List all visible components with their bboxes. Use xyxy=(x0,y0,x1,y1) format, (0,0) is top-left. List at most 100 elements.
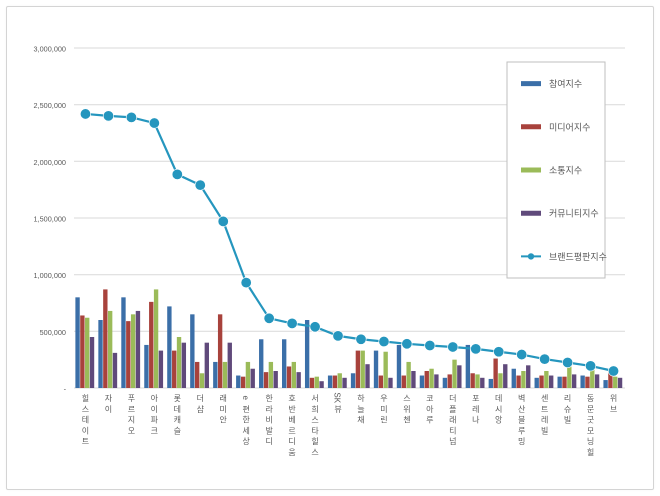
svg-text:-: - xyxy=(64,385,67,394)
svg-text:커뮤니티지수: 커뮤니티지수 xyxy=(549,209,599,219)
svg-text:래: 래 xyxy=(220,394,227,403)
svg-text:나: 나 xyxy=(472,416,480,425)
svg-text:세: 세 xyxy=(243,426,250,435)
svg-text:빌: 빌 xyxy=(564,415,571,425)
svg-text:루: 루 xyxy=(426,416,433,425)
svg-text:아: 아 xyxy=(426,404,434,414)
svg-text:센: 센 xyxy=(541,393,548,403)
svg-text:참여지수: 참여지수 xyxy=(549,78,582,89)
svg-text:브랜드평판지수: 브랜드평판지수 xyxy=(549,252,607,262)
svg-text:소통지수: 소통지수 xyxy=(549,166,582,176)
svg-text:리: 리 xyxy=(564,394,571,403)
svg-text:시: 시 xyxy=(495,405,502,414)
svg-text:캐: 캐 xyxy=(174,416,181,425)
svg-text:래: 래 xyxy=(449,416,456,425)
svg-text:이: 이 xyxy=(82,425,89,435)
svg-text:2,000,000: 2,000,000 xyxy=(34,158,66,167)
svg-text:호: 호 xyxy=(288,394,295,403)
svg-text:넘: 넘 xyxy=(449,436,456,446)
svg-text:상: 상 xyxy=(243,436,251,446)
svg-text:빌: 빌 xyxy=(541,425,548,435)
svg-text:희: 희 xyxy=(311,404,318,414)
svg-text:굿: 굿 xyxy=(587,416,594,425)
svg-text:안: 안 xyxy=(220,415,228,425)
svg-text:티: 티 xyxy=(449,426,456,435)
svg-text:하: 하 xyxy=(357,393,365,403)
svg-text:힐: 힐 xyxy=(587,447,594,457)
svg-text:더: 더 xyxy=(197,394,204,403)
svg-text:더: 더 xyxy=(449,394,456,403)
svg-text:코: 코 xyxy=(426,394,433,403)
svg-text:반: 반 xyxy=(288,405,296,414)
svg-text:우: 우 xyxy=(380,394,387,403)
svg-text:위: 위 xyxy=(403,405,410,414)
svg-text:르: 르 xyxy=(288,426,295,435)
svg-text:2,500,000: 2,500,000 xyxy=(34,101,66,110)
svg-text:3,000,000: 3,000,000 xyxy=(34,45,66,54)
svg-text:스: 스 xyxy=(82,405,89,414)
svg-text:이: 이 xyxy=(105,404,112,414)
svg-text:이: 이 xyxy=(151,404,158,414)
svg-text:오: 오 xyxy=(128,426,135,435)
svg-text:채: 채 xyxy=(357,415,364,425)
svg-text:포: 포 xyxy=(472,394,479,403)
svg-text:크: 크 xyxy=(151,426,158,435)
svg-text:미디어지수: 미디어지수 xyxy=(549,122,590,132)
svg-text:SK: SK xyxy=(333,392,342,403)
svg-text:샵: 샵 xyxy=(197,404,205,414)
svg-text:위: 위 xyxy=(610,394,617,403)
svg-text:500,000: 500,000 xyxy=(40,328,66,337)
svg-text:베: 베 xyxy=(288,416,295,425)
svg-text:움: 움 xyxy=(288,448,295,457)
svg-text:동: 동 xyxy=(587,394,594,403)
svg-text:벽: 벽 xyxy=(518,393,525,403)
svg-text:자: 자 xyxy=(105,394,113,403)
svg-text:슈: 슈 xyxy=(564,405,571,414)
svg-text:지: 지 xyxy=(128,416,135,425)
svg-text:편: 편 xyxy=(243,404,250,414)
svg-text:라: 라 xyxy=(265,405,273,414)
svg-text:플: 플 xyxy=(449,405,456,414)
svg-text:트: 트 xyxy=(541,405,548,414)
svg-text:밍: 밍 xyxy=(518,436,525,446)
svg-text:스: 스 xyxy=(311,416,318,425)
svg-text:푸: 푸 xyxy=(128,394,135,403)
svg-text:한: 한 xyxy=(265,394,273,403)
svg-text:첸: 첸 xyxy=(403,415,410,425)
svg-text:1,500,000: 1,500,000 xyxy=(34,215,66,224)
svg-text:레: 레 xyxy=(472,405,479,414)
svg-text:디: 디 xyxy=(265,437,272,446)
svg-text:닝: 닝 xyxy=(587,436,594,446)
svg-text:힐: 힐 xyxy=(82,393,89,403)
svg-text:뷰: 뷰 xyxy=(334,405,341,414)
svg-text:테: 테 xyxy=(82,416,89,425)
svg-text:e: e xyxy=(241,395,250,400)
svg-text:타: 타 xyxy=(311,426,319,435)
svg-text:롯: 롯 xyxy=(174,394,181,403)
svg-text:트: 트 xyxy=(82,437,89,446)
svg-text:디: 디 xyxy=(288,437,295,446)
svg-text:블: 블 xyxy=(518,415,525,425)
svg-text:서: 서 xyxy=(311,394,318,403)
svg-text:한: 한 xyxy=(243,416,251,425)
svg-text:문: 문 xyxy=(587,405,594,414)
svg-text:늘: 늘 xyxy=(357,405,364,414)
svg-text:1,000,000: 1,000,000 xyxy=(34,271,66,280)
svg-text:산: 산 xyxy=(518,404,526,414)
svg-text:브: 브 xyxy=(610,405,617,414)
svg-text:르: 르 xyxy=(128,405,135,414)
svg-text:슬: 슬 xyxy=(174,425,181,435)
svg-text:발: 발 xyxy=(265,425,273,435)
svg-text:미: 미 xyxy=(380,405,387,414)
svg-text:비: 비 xyxy=(265,416,272,425)
svg-text:데: 데 xyxy=(174,405,181,414)
svg-text:레: 레 xyxy=(541,416,548,425)
svg-text:린: 린 xyxy=(380,415,387,425)
svg-text:아: 아 xyxy=(151,393,159,403)
svg-text:루: 루 xyxy=(518,426,525,435)
svg-text:미: 미 xyxy=(220,405,227,414)
svg-text:데: 데 xyxy=(495,394,502,403)
svg-text:모: 모 xyxy=(587,426,594,435)
svg-text:스: 스 xyxy=(403,394,410,403)
svg-text:앙: 앙 xyxy=(495,415,503,425)
